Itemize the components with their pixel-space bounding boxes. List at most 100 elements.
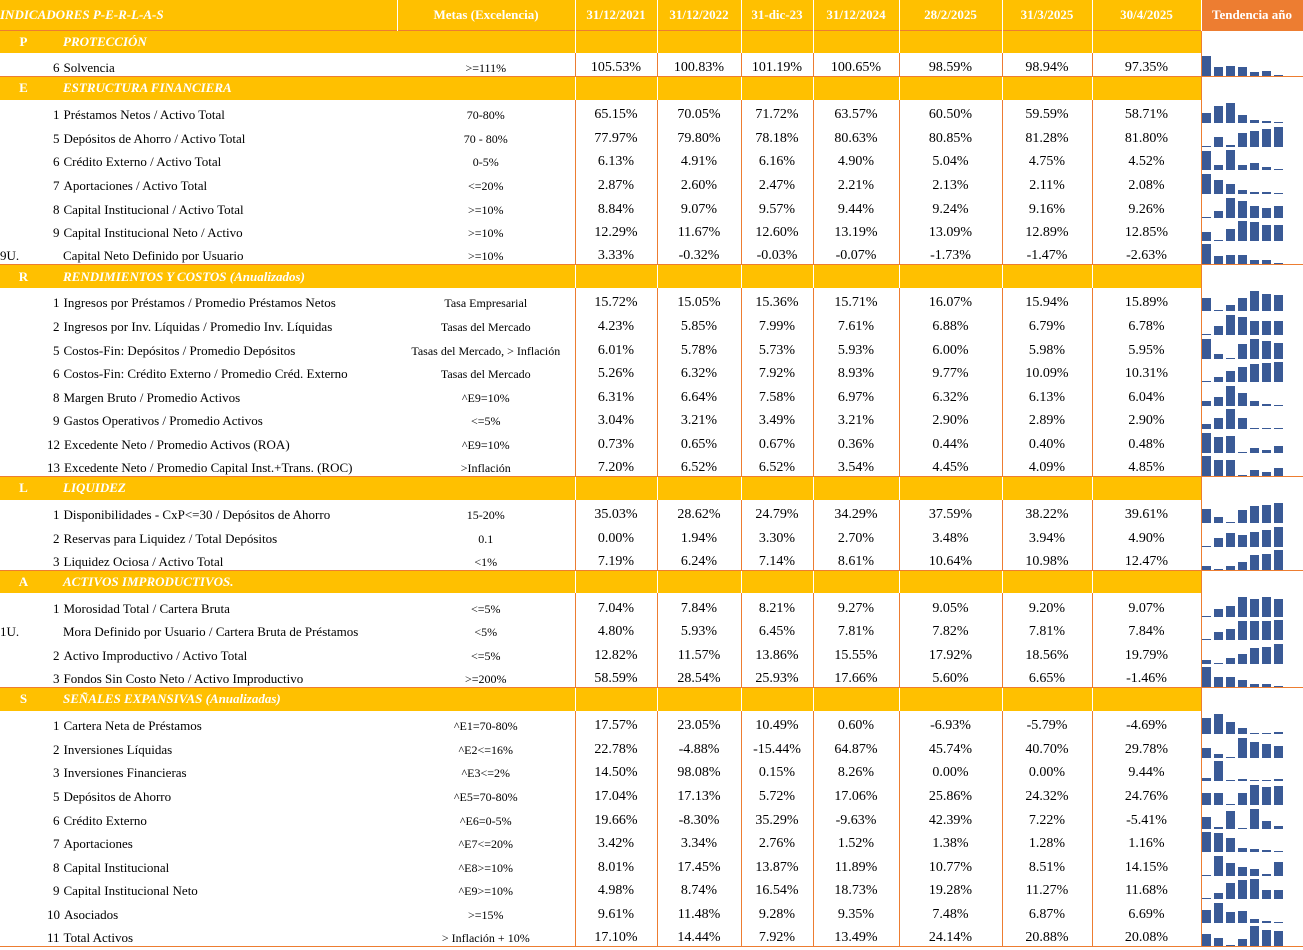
sparkline-bar — [1213, 855, 1223, 876]
section-blank-cell — [740, 76, 814, 100]
period-value: 10.09% — [1001, 358, 1093, 383]
period-value: 7.92% — [740, 923, 814, 948]
period-value: 2.89% — [1001, 405, 1093, 430]
period-value: 7.19% — [574, 546, 658, 571]
period-value: 0.00% — [898, 757, 1003, 782]
sparkline-bar — [1225, 304, 1235, 312]
sparkline-bars — [1202, 314, 1302, 335]
indicator-name-cell: 8 Margen Bruto / Promedio Activos — [47, 382, 397, 406]
section-blank-cell — [898, 687, 1003, 711]
period-value: 25.93% — [740, 664, 814, 688]
trend-sparkline — [1200, 146, 1303, 171]
indicator-number: 6 — [53, 154, 60, 170]
indicator-name: Gastos Operativos / Promedio Activos — [63, 413, 263, 429]
period-value: 15.72% — [574, 287, 658, 312]
sparkline-bar — [1273, 746, 1283, 758]
indicator-number: 8 — [53, 859, 60, 875]
sparkline-bar — [1273, 731, 1283, 735]
row-code — [0, 100, 47, 124]
indicator-number: 9 — [53, 883, 60, 899]
period-value: 65.15% — [574, 99, 658, 124]
period-value: 3.33% — [574, 241, 658, 265]
period-value: 11.27% — [1001, 875, 1093, 900]
sparkline-bar — [1261, 293, 1271, 312]
sparkline-bar — [1273, 294, 1283, 312]
period-value: 15.05% — [656, 287, 742, 312]
indicator-row: 5 Depósitos de Ahorro ^E5=70-80% 17.04% 17.1… — [0, 781, 1303, 806]
indicator-name-cell: 8 Capital Institucional / Activo Total — [47, 194, 397, 218]
period-value: 42.39% — [898, 805, 1003, 829]
period-value: 78.18% — [740, 123, 814, 147]
sparkline-bars — [1202, 173, 1302, 194]
sparkline-bar — [1261, 530, 1271, 547]
sparkline-bar — [1249, 131, 1259, 147]
period-value: 9.57% — [740, 193, 814, 218]
sparkline-bar — [1261, 743, 1271, 758]
indicator-name: Solvencia — [63, 60, 115, 76]
sparkline-bar — [1213, 832, 1223, 853]
sparkline-bar — [1261, 646, 1271, 665]
period-value: 37.59% — [898, 499, 1003, 524]
period-value: 3.30% — [740, 523, 814, 547]
sparkline-bar — [1237, 793, 1247, 806]
period-value: 7.04% — [574, 593, 658, 617]
indicator-number: 1 — [53, 718, 60, 734]
goal-value: 0.1 — [478, 531, 494, 546]
goal-value: 0-5% — [472, 155, 499, 170]
trend-sparkline — [1200, 593, 1303, 617]
period-value: 63.57% — [812, 99, 900, 124]
row-code — [0, 406, 47, 430]
period-value: 2.11% — [1001, 170, 1093, 194]
indicator-row: 1 Morosidad Total / Cartera Bruta <=5% 7.04… — [0, 593, 1303, 617]
period-value: 71.72% — [740, 99, 814, 124]
period-value: 17.13% — [656, 781, 742, 806]
row-code — [0, 53, 47, 77]
sparkline-bars — [1202, 409, 1302, 430]
section-row: S SEÑALES EXPANSIVAS (Anualizadas) — [0, 687, 1303, 711]
indicator-name: Capital Institucional / Activo Total — [63, 201, 244, 217]
sparkline-bar — [1225, 66, 1235, 77]
period-value: 2.47% — [740, 170, 814, 194]
indicator-row: 7 Aportaciones ^E7<=20% 3.42% 3.34% 2.76% 1.52… — [0, 828, 1303, 853]
sparkline-bar — [1249, 206, 1259, 218]
period-value: 8.51% — [1001, 852, 1093, 876]
goal-value: <=5% — [471, 649, 501, 664]
section-code: L — [0, 476, 47, 500]
period-value: 6.52% — [656, 452, 742, 477]
period-value: 58.59% — [574, 664, 658, 688]
period-value: -1.46% — [1091, 664, 1202, 688]
sparkline-bar — [1202, 56, 1211, 77]
indicator-name: Disponibilidades - CxP<=30 / Depósitos d… — [63, 507, 331, 523]
period-value: 2.87% — [574, 170, 658, 194]
section-blank-cell — [1091, 687, 1202, 711]
sparkline-bar — [1237, 827, 1247, 829]
sparkline-bar — [1237, 561, 1247, 570]
sparkline-bar — [1225, 197, 1235, 218]
row-code — [0, 805, 47, 829]
row-code — [0, 170, 47, 194]
sparkline-bar — [1202, 401, 1211, 406]
sparkline-bar — [1202, 565, 1211, 570]
sparkline-bar — [1249, 869, 1259, 876]
trend-sparkline — [1200, 875, 1303, 900]
goal-value: >=15% — [468, 908, 504, 922]
section-row: E ESTRUCTURA FINANCIERA — [0, 76, 1303, 100]
period-value: 17.45% — [656, 852, 742, 876]
period-value: 0.60% — [812, 710, 900, 735]
sparkline-bars — [1202, 221, 1302, 242]
section-code: A — [0, 570, 47, 594]
header-row: INDICADORES P-E-R-L-A-S Metas (Excelenci… — [0, 0, 1303, 30]
sparkline-bar — [1237, 653, 1247, 665]
indicator-number: 5 — [53, 130, 60, 146]
indicator-name: Aportaciones / Activo Total — [63, 177, 208, 193]
period-value: 3.42% — [574, 828, 658, 853]
period-value: 11.89% — [812, 852, 900, 876]
period-value: 7.20% — [574, 452, 658, 477]
trend-sparkline — [1200, 805, 1303, 829]
goal-value: Tasa Empresarial — [444, 296, 528, 311]
sparkline-bar — [1202, 297, 1211, 312]
indicator-name-cell: 1 Cartera Neta de Préstamos — [47, 711, 397, 735]
sparkline-bar — [1225, 863, 1235, 876]
sparkline-bar — [1273, 598, 1283, 617]
indicator-row: 8 Capital Institucional ^E8>=10% 8.01% 17.45… — [0, 852, 1303, 876]
